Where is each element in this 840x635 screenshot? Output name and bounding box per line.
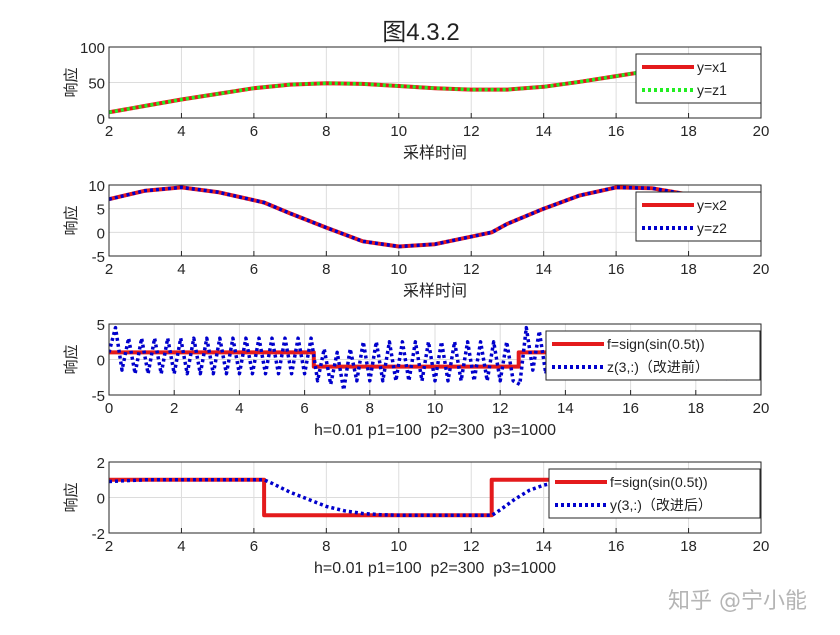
x-axis-label: 采样时间 — [403, 282, 467, 300]
x-tick-label: 12 — [463, 261, 480, 278]
x-tick-label: 18 — [680, 538, 697, 555]
y-tick-label: 50 — [88, 76, 105, 93]
x-tick-label: 6 — [300, 400, 308, 417]
y-tick-label: 0 — [97, 353, 105, 370]
x-tick-label: 16 — [622, 400, 639, 417]
subplot-2: 2 4 6 8 10 12 14 16 18 20 -5 0 5 10 采样时间 响应 y=x2 y=z2 — [62, 178, 769, 300]
x-tick-label: 20 — [753, 261, 770, 278]
y-axis-label: 响应 — [62, 482, 80, 512]
series-line-2 — [109, 478, 761, 518]
y-tick-label: 0 — [97, 111, 105, 128]
y-tick-label: 2 — [97, 455, 105, 472]
legend-box — [635, 191, 762, 242]
x-tick-label: 12 — [463, 123, 480, 140]
legend-label: y(3,:)（改进后） — [610, 497, 712, 513]
x-tick-label: 8 — [322, 538, 330, 555]
x-axis-label: h=0.01 p1=100 p2=300 p3=1000 — [314, 560, 556, 577]
x-tick-label: 8 — [322, 261, 330, 278]
y-tick-label: 0 — [97, 225, 105, 242]
axes-box — [108, 323, 762, 396]
y-tick-label: -5 — [92, 249, 105, 266]
y-tick-label: 0 — [97, 491, 105, 508]
x-tick-label: 2 — [105, 261, 113, 278]
y-tick-label: 5 — [97, 317, 105, 334]
legend-label: z(3,:)（改进前） — [607, 359, 709, 375]
legend-box — [548, 468, 761, 519]
series-group — [109, 185, 761, 249]
axes-box — [108, 461, 762, 534]
legend-box — [635, 53, 762, 104]
x-tick-label: 2 — [105, 538, 113, 555]
subplot-4: 2 4 6 8 10 12 14 16 18 20 -2 0 2 h=0.01 p1=100 p2=300… — [62, 455, 769, 577]
x-tick-label: 4 — [177, 123, 185, 140]
x-tick-label: 10 — [390, 538, 407, 555]
x-tick-label: 2 — [170, 400, 178, 417]
x-tick-label: 16 — [608, 123, 625, 140]
y-tick-label: -5 — [92, 388, 105, 405]
x-tick-label: 8 — [366, 400, 374, 417]
legend-label: y=x2 — [697, 197, 727, 213]
x-tick-label: 20 — [753, 123, 770, 140]
x-tick-label: 16 — [608, 261, 625, 278]
figure-title: 图4.3.2 — [382, 19, 459, 46]
legend: f=sign(sin(0.5t)) z(3,:)（改进前） — [545, 330, 761, 381]
x-tick-label: 18 — [680, 123, 697, 140]
y-tick-label: 10 — [88, 178, 105, 195]
x-tick-label: 18 — [687, 400, 704, 417]
x-tick-label: 4 — [235, 400, 243, 417]
x-tick-label: 20 — [753, 400, 770, 417]
y-axis-label: 响应 — [62, 205, 80, 235]
legend: f=sign(sin(0.5t)) y(3,:)（改进后） — [548, 468, 761, 519]
x-tick-label: 10 — [427, 400, 444, 417]
y-tick-label: -2 — [92, 526, 105, 543]
legend-box — [545, 330, 761, 381]
y-axis-label: 响应 — [62, 67, 80, 97]
legend-label: f=sign(sin(0.5t)) — [607, 336, 705, 352]
x-tick-label: 16 — [608, 538, 625, 555]
x-tick-label: 12 — [463, 538, 480, 555]
x-tick-label: 14 — [535, 261, 552, 278]
legend-label: y=z2 — [697, 220, 727, 236]
y-tick-label: 100 — [80, 40, 105, 57]
x-tick-label: 6 — [250, 123, 258, 140]
watermark: 知乎 @宁小能 — [668, 589, 807, 614]
x-tick-label: 0 — [105, 400, 113, 417]
x-tick-label: 2 — [105, 123, 113, 140]
x-tick-label: 14 — [535, 538, 552, 555]
subplot-1: 2 4 6 8 10 12 14 16 18 20 0 50 100 采样时间 响应 y=x1 y=z1 — [62, 40, 769, 162]
x-tick-label: 14 — [557, 400, 574, 417]
x-tick-label: 12 — [492, 400, 509, 417]
legend: y=x1 y=z1 — [635, 53, 762, 104]
x-tick-label: 4 — [177, 538, 185, 555]
x-tick-label: 6 — [250, 538, 258, 555]
legend: y=x2 y=z2 — [635, 191, 762, 242]
legend-label: f=sign(sin(0.5t)) — [610, 474, 708, 490]
legend-label: y=x1 — [697, 59, 727, 75]
legend-label: y=z1 — [697, 82, 727, 98]
x-tick-label: 6 — [250, 261, 258, 278]
x-tick-label: 8 — [322, 123, 330, 140]
x-axis-label: h=0.01 p1=100 p2=300 p3=1000 — [314, 422, 556, 439]
x-tick-label: 4 — [177, 261, 185, 278]
x-tick-label: 10 — [390, 123, 407, 140]
y-tick-label: 5 — [97, 202, 105, 219]
x-axis-label: 采样时间 — [403, 144, 467, 162]
series-line-2 — [109, 185, 761, 249]
x-tick-label: 20 — [753, 538, 770, 555]
y-axis-label: 响应 — [62, 344, 80, 374]
x-tick-label: 14 — [535, 123, 552, 140]
x-tick-label: 10 — [390, 261, 407, 278]
x-tick-label: 18 — [680, 261, 697, 278]
